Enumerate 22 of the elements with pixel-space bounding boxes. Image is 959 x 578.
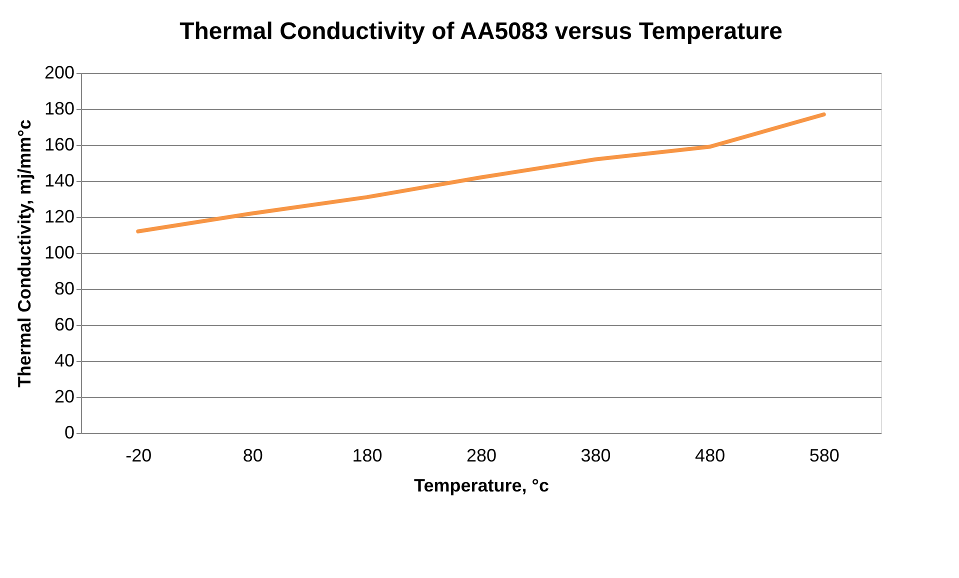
x-tick-label: 380 <box>580 446 611 466</box>
x-tick-label: 180 <box>352 446 382 466</box>
x-axis-title: Temperature, °c <box>414 476 549 496</box>
y-tick-label: 200 <box>44 62 74 82</box>
y-tick-label: 20 <box>54 386 74 406</box>
y-tick-label: 0 <box>64 422 74 442</box>
chart-title: Thermal Conductivity of AA5083 versus Temperature <box>180 18 782 45</box>
x-tick-label: -20 <box>126 446 152 466</box>
y-axis-title: Thermal Conductivity, mj/mm°c <box>14 120 34 388</box>
x-tick-label: 80 <box>242 446 263 466</box>
y-tick-label: 40 <box>54 350 74 370</box>
y-tick-label: 140 <box>44 170 74 190</box>
y-tick-label: 60 <box>54 314 74 334</box>
x-tick-label: 280 <box>466 446 497 466</box>
x-tick-label: 580 <box>809 446 840 466</box>
y-tick-label: 120 <box>44 206 74 226</box>
line-series <box>136 112 826 234</box>
y-tick-label: 180 <box>44 98 74 118</box>
x-tick-label: 480 <box>695 446 726 466</box>
y-tick-label: 100 <box>44 242 74 262</box>
y-tick-label: 160 <box>44 134 74 154</box>
y-tick-label: 80 <box>54 278 74 298</box>
